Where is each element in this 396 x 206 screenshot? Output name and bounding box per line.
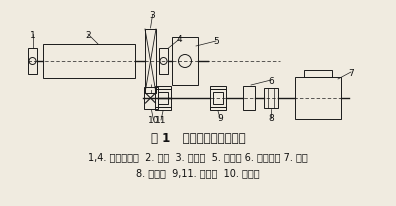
- Text: 4: 4: [177, 35, 182, 44]
- Text: 11: 11: [155, 116, 167, 125]
- Text: 9: 9: [217, 114, 223, 123]
- Bar: [155, 90, 171, 108]
- Text: 图 1   球磨机传动系统简图: 图 1 球磨机传动系统简图: [151, 132, 245, 145]
- Text: 10: 10: [148, 116, 159, 125]
- Bar: [43, 45, 135, 79]
- Bar: [28, 49, 37, 75]
- Bar: [159, 49, 168, 75]
- Bar: [145, 30, 156, 94]
- Bar: [210, 87, 226, 90]
- Text: 2: 2: [85, 30, 91, 39]
- Bar: [264, 89, 278, 109]
- Bar: [243, 87, 255, 110]
- Text: 7: 7: [348, 68, 354, 77]
- Bar: [172, 38, 198, 85]
- Text: 8: 8: [268, 114, 274, 123]
- Bar: [143, 88, 158, 109]
- Bar: [213, 92, 223, 104]
- Bar: [155, 87, 171, 90]
- Bar: [210, 90, 226, 108]
- Text: 8. 联轴器  9,11. 轴承座  10. 小齿轮: 8. 联轴器 9,11. 轴承座 10. 小齿轮: [136, 167, 260, 177]
- Bar: [304, 71, 332, 78]
- Bar: [210, 108, 226, 110]
- Text: 5: 5: [213, 37, 219, 46]
- Text: 6: 6: [268, 76, 274, 85]
- Text: 1,4. 滑动轴承座  2. 筒体  3. 大齿圈  5. 进料端 6. 小齿轮轴 7. 电机: 1,4. 滑动轴承座 2. 筒体 3. 大齿圈 5. 进料端 6. 小齿轮轴 7…: [88, 151, 308, 161]
- Bar: [295, 78, 341, 119]
- Text: 1: 1: [30, 30, 35, 39]
- Bar: [155, 108, 171, 110]
- Text: 3: 3: [150, 12, 155, 20]
- Bar: [158, 92, 168, 104]
